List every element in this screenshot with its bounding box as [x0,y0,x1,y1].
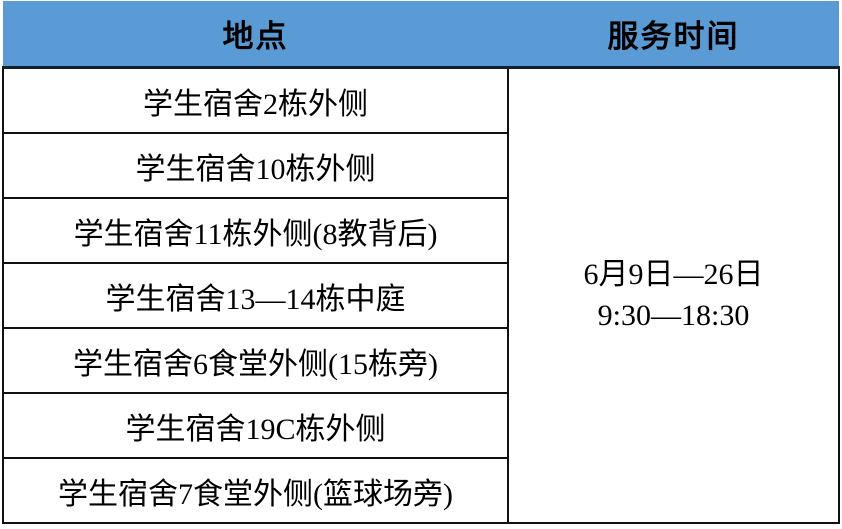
location-cell: 学生宿舍19C栋外侧 [2,392,509,459]
table-body: 学生宿舍2栋外侧 6月9日—26日 9:30—18:30 学生宿舍10栋外侧 学… [2,66,840,524]
table-row: 学生宿舍2栋外侧 6月9日—26日 9:30—18:30 [2,66,840,524]
location-cell: 学生宿舍10栋外侧 [2,132,509,199]
location-cell: 学生宿舍6食堂外侧(15栋旁) [2,327,509,394]
service-hours: 9:30—18:30 [597,298,750,332]
location-cell: 学生宿舍2栋外侧 [2,66,509,134]
table-row: 学生宿舍7食堂外侧(篮球场旁) [2,457,839,524]
table-row: 学生宿舍11栋外侧(8教背后) [2,197,839,264]
column-header-service-time: 服务时间 [508,1,839,69]
table-row: 学生宿舍10栋外侧 [2,132,839,199]
service-dates: 6月9日—26日 [583,258,764,291]
location-cell: 学生宿舍11栋外侧(8教背后) [2,197,509,264]
table-header: 地点 服务时间 [3,1,839,69]
location-cell: 学生宿舍13—14栋中庭 [2,262,509,329]
column-header-location: 地点 [3,1,508,69]
header-row: 地点 服务时间 [3,1,839,69]
table-row: 学生宿舍13—14栋中庭 [2,262,839,329]
table-row: 学生宿舍6食堂外侧(15栋旁) [2,327,839,394]
table-row: 学生宿舍19C栋外侧 [2,392,839,459]
service-time-cell: 6月9日—26日 9:30—18:30 [507,66,840,524]
location-cell: 学生宿舍7食堂外侧(篮球场旁) [2,457,509,524]
